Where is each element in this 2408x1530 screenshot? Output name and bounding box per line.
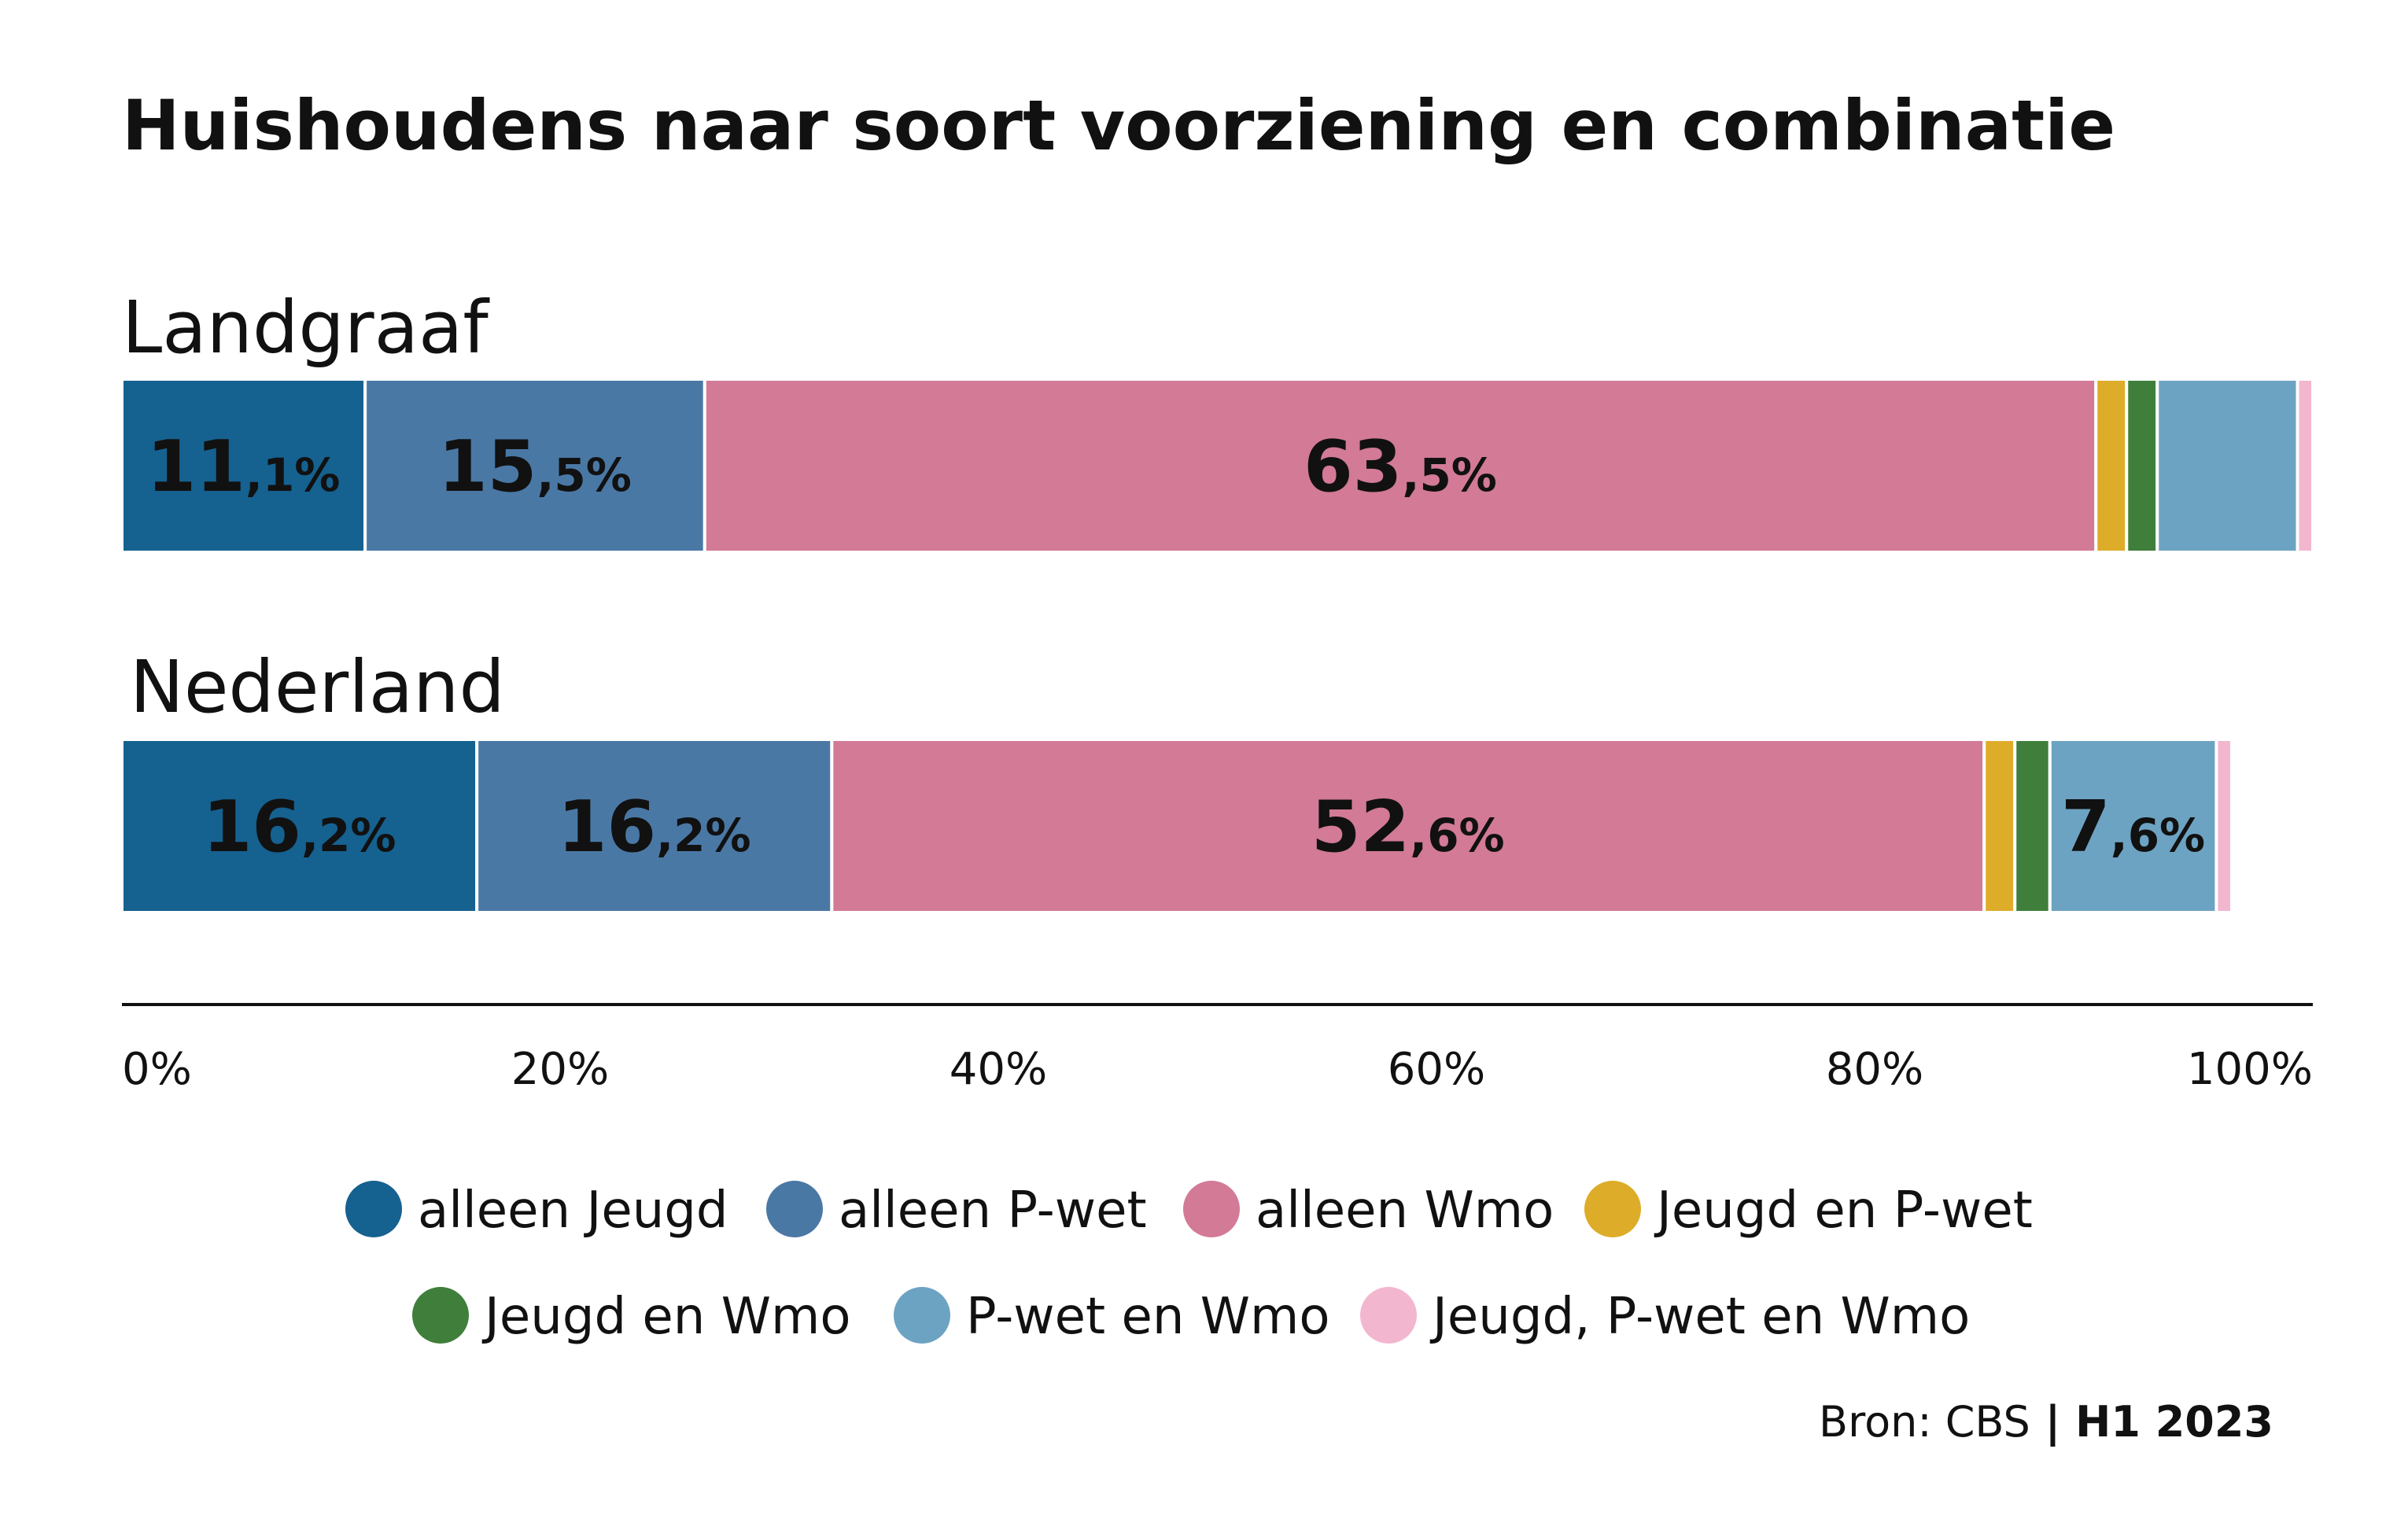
legend-swatch-jeugd-p-wet-en-wmo: [1360, 1287, 1417, 1344]
legend-label-jeugd-p-wet-en-wmo: Jeugd, P-wet en Wmo: [1429, 1288, 1970, 1346]
data-label-landgraaf-alleen-wmo: 63,5%: [1304, 426, 1497, 508]
legend-label-alleen-wmo: alleen Wmo: [1256, 1182, 1554, 1240]
row-label-landgraaf: Landgraaf: [122, 286, 490, 370]
data-label-nederland-alleen-p-wet: 16,2%: [558, 786, 751, 868]
bar-segment-nederland-jeugd-p-wet-en-wmo: [2214, 738, 2233, 914]
legend-item-jeugd-p-wet-en-wmo: Jeugd, P-wet en Wmo: [1360, 1287, 1970, 1346]
bar-segment-landgraaf-p-wet-en-wmo: [2155, 378, 2299, 554]
source-separator: |: [2030, 1397, 2075, 1447]
bar-segment-nederland-alleen-jeugd: [120, 738, 479, 914]
bar-segment-landgraaf-jeugd-en-p-wet: [2094, 378, 2129, 554]
x-tick-40pct: 40%: [950, 1044, 1047, 1095]
data-label-landgraaf-alleen-p-wet: 15,5%: [438, 426, 632, 508]
legend-label-alleen-jeugd: alleen Jeugd: [418, 1182, 728, 1240]
legend-swatch-jeugd-en-p-wet: [1584, 1181, 1641, 1237]
bar-segment-nederland-jeugd-en-p-wet: [1982, 738, 2017, 914]
legend-item-jeugd-en-wmo: Jeugd en Wmo: [412, 1287, 850, 1346]
legend-swatch-alleen-p-wet: [766, 1181, 823, 1237]
legend: alleen Jeugd alleen P-wet alleen Wmo Jeugd …: [345, 1181, 2033, 1346]
bar-segment-nederland-p-wet-en-wmo: [2048, 738, 2218, 914]
legend-label-jeugd-en-wmo: Jeugd en Wmo: [481, 1288, 850, 1346]
legend-item-jeugd-en-p-wet: Jeugd en P-wet: [1584, 1181, 2033, 1240]
bars-layer: Landgraaf 11,1% 15,5% 63,5% Nederland 16,2% 16…: [120, 286, 2314, 914]
bar-segment-nederland-jeugd-en-wmo: [2013, 738, 2052, 914]
x-tick-0pct: 0%: [122, 1044, 192, 1095]
legend-label-jeugd-en-p-wet: Jeugd en P-wet: [1654, 1182, 2033, 1240]
bar-segment-nederland-alleen-wmo: [830, 738, 1986, 914]
x-tick-100pct: 100%: [2187, 1044, 2313, 1095]
x-tick-80pct: 80%: [1826, 1044, 1923, 1095]
legend-swatch-jeugd-en-wmo: [412, 1287, 469, 1344]
source-note: Bron: CBS | H1 2023: [1819, 1397, 2273, 1447]
legend-label-alleen-p-wet: alleen P-wet: [839, 1182, 1147, 1240]
data-label-nederland-p-wet-en-wmo: 7,6%: [2061, 786, 2205, 868]
data-label-nederland-alleen-wmo: 52,6%: [1311, 786, 1505, 868]
data-label-landgraaf-alleen-jeugd: 11,1%: [147, 426, 341, 508]
legend-label-p-wet-en-wmo: P-wet en Wmo: [966, 1288, 1330, 1346]
bar-segment-landgraaf-alleen-wmo: [702, 378, 2098, 554]
row-label-nederland: Nederland: [130, 645, 505, 729]
chart-title: Huishoudens naar soort voorziening en co…: [122, 85, 2115, 166]
source-period: H1 2023: [2075, 1397, 2273, 1447]
legend-swatch-alleen-jeugd: [345, 1181, 402, 1237]
bar-segment-landgraaf-jeugd-p-wet-en-wmo: [2296, 378, 2314, 554]
bar-segment-landgraaf-alleen-jeugd: [120, 378, 367, 554]
data-label-nederland-alleen-jeugd: 16,2%: [203, 786, 396, 868]
legend-item-alleen-jeugd: alleen Jeugd: [345, 1181, 728, 1240]
bar-segment-landgraaf-jeugd-en-wmo: [2125, 378, 2159, 554]
x-tick-60pct: 60%: [1388, 1044, 1485, 1095]
legend-swatch-alleen-wmo: [1183, 1181, 1240, 1237]
legend-item-alleen-p-wet: alleen P-wet: [766, 1181, 1147, 1240]
legend-item-p-wet-en-wmo: P-wet en Wmo: [894, 1287, 1330, 1346]
source-prefix: Bron: CBS: [1819, 1397, 2030, 1447]
legend-item-alleen-wmo: alleen Wmo: [1183, 1181, 1554, 1240]
x-tick-20pct: 20%: [511, 1044, 609, 1095]
legend-swatch-p-wet-en-wmo: [894, 1287, 950, 1344]
x-axis-ticks: 0% 20% 40% 60% 80% 100%: [122, 1044, 2313, 1095]
